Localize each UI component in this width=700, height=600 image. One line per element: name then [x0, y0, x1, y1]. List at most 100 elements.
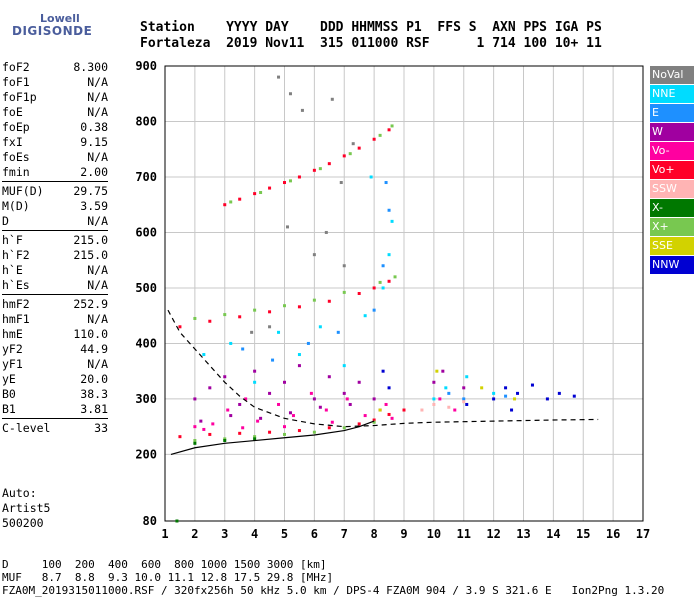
param-value: 3.81 — [80, 402, 108, 416]
data-point-w — [223, 375, 227, 379]
data-point-vo- — [387, 279, 391, 283]
param-row: M(D) 3.59 — [2, 199, 108, 214]
x-tick-label: 1 — [161, 527, 168, 541]
data-point-x- — [223, 437, 227, 441]
data-point-noval — [277, 75, 281, 79]
data-point-w — [348, 402, 352, 406]
data-point-nne — [387, 253, 391, 257]
data-point-e — [384, 181, 388, 185]
data-point-noval — [330, 97, 334, 101]
data-point-e — [271, 358, 275, 362]
data-point-nne — [318, 325, 322, 329]
data-point-noval — [288, 92, 292, 96]
param-value: 215.0 — [73, 248, 108, 262]
param-value: 0.38 — [80, 120, 108, 134]
data-point-noval — [300, 108, 304, 112]
param-name: h`E — [2, 263, 23, 277]
data-point-vo- — [372, 137, 376, 141]
param-name: foEs — [2, 150, 30, 164]
data-point-nne — [229, 341, 233, 345]
profile-curve-solid — [170, 420, 375, 455]
y-tick-label: 400 — [135, 336, 157, 350]
param-name: foE — [2, 105, 23, 119]
data-point-vo- — [238, 315, 242, 319]
header-labels: Station YYYY DAY DDD HHMMSS P1 FFS S AXN… — [140, 20, 602, 35]
data-point-w — [441, 369, 445, 373]
param-value: 8.300 — [73, 60, 108, 74]
param-value: N/A — [87, 263, 108, 277]
param-value: N/A — [87, 90, 108, 104]
footer-info: D 100 200 400 600 800 1000 1500 3000 [km… — [2, 558, 664, 597]
data-point-vo- — [372, 418, 376, 422]
data-point-x- — [193, 441, 197, 445]
profile-curve-dashed — [167, 309, 599, 428]
data-point-vo- — [438, 397, 442, 401]
data-point-nnw — [530, 383, 534, 387]
data-point-nne — [369, 175, 373, 179]
data-point-nnw — [510, 408, 514, 412]
data-point-w — [208, 386, 212, 390]
data-point-w — [357, 380, 361, 384]
data-point-noval — [268, 325, 272, 329]
param-value: N/A — [87, 75, 108, 89]
data-point-vo- — [268, 310, 272, 314]
data-point-vo- — [372, 286, 376, 290]
param-value: 20.0 — [80, 372, 108, 386]
lowell-digisonde-logo: Lowell DIGISONDE — [0, 0, 135, 52]
y-tick-label: 700 — [135, 170, 157, 184]
data-point-e — [372, 308, 376, 312]
data-point-vo- — [297, 305, 301, 309]
polarization-legend: NoVal NNE E W Vo- Vo+ SSW X- X+ SSE NNW — [650, 66, 694, 275]
data-point-x- — [259, 191, 263, 195]
param-row: B1 3.81 — [2, 402, 108, 417]
param-separator — [2, 294, 108, 295]
data-point-x- — [348, 152, 352, 156]
data-point-nnw — [492, 397, 496, 401]
data-point-vo- — [202, 427, 206, 431]
legend-item-nne: NNE — [650, 85, 694, 103]
data-point-e — [387, 208, 391, 212]
data-point-nnw — [387, 386, 391, 390]
legend-item-x-: X+ — [650, 218, 694, 236]
data-point-nne — [444, 386, 448, 390]
data-point-x- — [193, 439, 197, 443]
data-point-e — [306, 341, 310, 345]
data-point-x- — [223, 313, 227, 317]
data-point-vo- — [309, 391, 313, 395]
param-row: yF2 44.9 — [2, 342, 108, 357]
param-value: 29.75 — [73, 184, 108, 198]
param-value: 38.3 — [80, 387, 108, 401]
param-row: h`Es N/A — [2, 278, 108, 293]
data-point-vo- — [390, 416, 394, 420]
data-point-x- — [283, 304, 286, 308]
data-point-vo- — [357, 422, 361, 426]
param-name: yF2 — [2, 342, 23, 356]
data-point-vo- — [384, 402, 388, 406]
data-point-vo- — [327, 426, 331, 430]
param-name: foF2 — [2, 60, 30, 74]
data-point-nne — [432, 397, 436, 401]
x-tick-label: 8 — [371, 527, 378, 541]
data-point-vo- — [238, 431, 242, 435]
data-point-w — [288, 411, 292, 415]
data-point-vo- — [324, 408, 328, 412]
data-point-ssw — [462, 400, 466, 404]
param-name: hmF2 — [2, 297, 30, 311]
station-header: Station YYYY DAY DDD HHMMSS P1 FFS S AXN… — [140, 20, 602, 52]
param-value: N/A — [87, 312, 108, 326]
param-value: 33 — [94, 421, 108, 435]
data-point-vo- — [327, 299, 331, 303]
data-point-nne — [390, 219, 394, 223]
data-point-vo- — [241, 426, 245, 430]
data-point-vo- — [330, 420, 334, 424]
data-point-w — [238, 402, 242, 406]
header-values: Fortaleza 2019 Nov11 315 011000 RSF 1 71… — [140, 36, 602, 51]
x-tick-label: 3 — [221, 527, 228, 541]
data-point-w — [327, 375, 331, 379]
param-row: foE N/A — [2, 105, 108, 120]
data-point-vo- — [312, 168, 316, 172]
autoscaling-info: Auto: Artist5 500200 — [2, 486, 50, 531]
data-point-noval — [342, 264, 346, 268]
auto-label: Auto: — [2, 486, 37, 500]
data-point-vo- — [291, 414, 295, 418]
